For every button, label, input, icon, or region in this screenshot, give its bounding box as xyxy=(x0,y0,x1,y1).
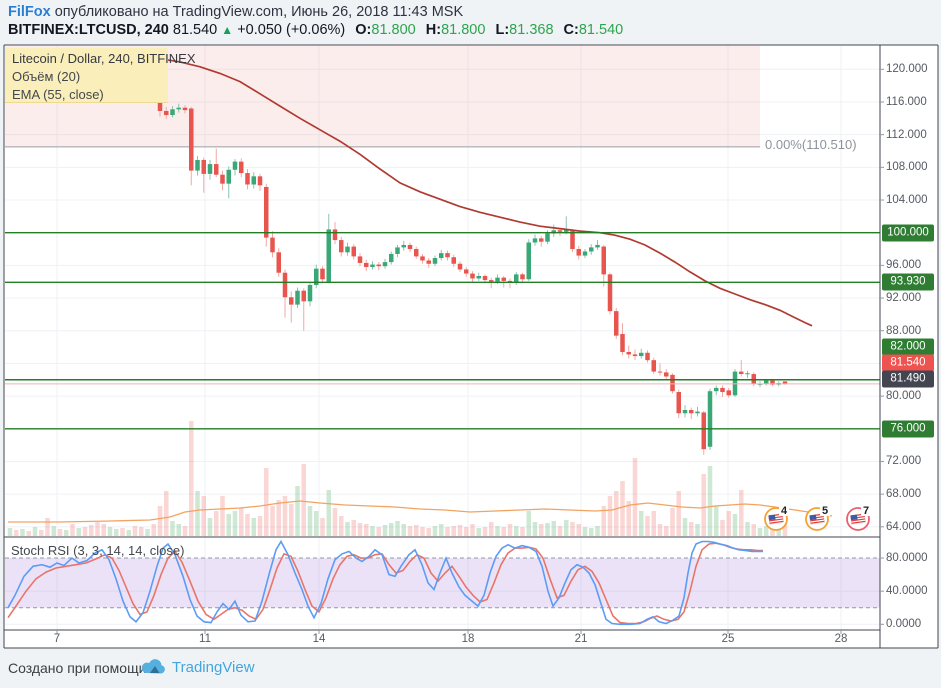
price-tick-label: 68.000 xyxy=(886,488,922,501)
price-tick-label: 92.000 xyxy=(886,292,922,305)
time-tick-label: 28 xyxy=(834,633,848,645)
high-value: 81.800 xyxy=(441,22,486,38)
low-value: 81.368 xyxy=(509,22,554,38)
publish-line: FilFox опубликовано на TradingView.com, … xyxy=(8,4,463,20)
idea-flag-marker[interactable]: 7 xyxy=(846,505,871,531)
svg-text:7: 7 xyxy=(863,505,869,517)
price-tick-label: 116.000 xyxy=(886,95,927,108)
open-label: O: xyxy=(355,22,372,38)
price-tick-label: 80.000 xyxy=(886,390,922,403)
price-badge-100.000: 100.000 xyxy=(882,224,934,242)
price-badge-82.000: 82.000 xyxy=(882,338,934,356)
up-arrow-icon: ▲ xyxy=(221,23,234,37)
price-badge-76.000: 76.000 xyxy=(882,420,934,438)
ema-line xyxy=(13,57,813,327)
price-tick-label: 104.000 xyxy=(886,194,928,207)
price-tick-label: 72.000 xyxy=(886,455,922,468)
author-link[interactable]: FilFox xyxy=(8,4,51,20)
stoch-rsi-label[interactable]: Stoch RSI (3, 3, 14, 14, close) xyxy=(11,543,185,558)
open-value: 81.800 xyxy=(371,22,416,38)
legend-ema-study[interactable]: EMA (55, close) xyxy=(12,87,104,102)
legend-title[interactable]: Litecoin / Dollar, 240, BITFINEX xyxy=(12,51,196,66)
footer: Создано при помощи TradingView xyxy=(0,649,941,688)
price-tick-label: 112.000 xyxy=(886,128,927,141)
price-tick-label: 120.000 xyxy=(886,63,928,76)
legend-highlight xyxy=(5,48,168,103)
tradingview-brand-link[interactable]: TradingView xyxy=(172,659,255,676)
time-tick-label: 18 xyxy=(461,633,475,645)
low-label: L: xyxy=(495,22,510,38)
stoch-band xyxy=(5,557,880,609)
price-tick-label: 96.000 xyxy=(886,259,922,272)
close-value: 81.540 xyxy=(578,22,624,38)
price-change: +0.050 (+0.06%) xyxy=(237,22,346,38)
symbol-label: BITFINEX:LTCUSD, 240 xyxy=(8,22,169,38)
symbol-line: BITFINEX:LTCUSD, 240 81.540 ▲ +0.050 (+0… xyxy=(8,22,623,38)
stoch-tick-label: 80.0000 xyxy=(886,552,928,565)
price-badge-93.930: 93.930 xyxy=(882,273,934,291)
time-tick-label: 14 xyxy=(312,633,326,645)
time-tick-label: 21 xyxy=(574,633,588,645)
time-tick-label: 7 xyxy=(53,633,61,645)
legend-volume-study[interactable]: Объём (20) xyxy=(12,69,81,84)
price-badge-81.490: 81.490 xyxy=(882,370,934,388)
high-label: H: xyxy=(425,22,442,38)
idea-flag-marker[interactable]: 5 xyxy=(805,505,830,531)
svg-text:5: 5 xyxy=(822,505,828,517)
close-label: C: xyxy=(563,22,579,38)
stoch-lines xyxy=(7,539,763,626)
stoch-tick-label: 0.0000 xyxy=(886,618,922,631)
fib-level-label: 0.00%(110.510) xyxy=(765,137,857,152)
price-tick-label: 64.000 xyxy=(886,520,922,533)
last-price: 81.540 xyxy=(172,22,218,38)
idea-flag-marker[interactable]: 4 xyxy=(764,505,789,531)
stoch-tick-label: 40.0000 xyxy=(886,585,928,598)
publish-text: опубликовано на TradingView.com, Июнь 26… xyxy=(50,4,464,20)
time-tick-label: 11 xyxy=(199,633,211,645)
price-badge-81.540: 81.540 xyxy=(882,354,934,372)
price-tick-label: 108.000 xyxy=(886,161,928,174)
time-tick-label: 25 xyxy=(721,633,735,645)
volume-bars xyxy=(7,421,833,536)
svg-text:4: 4 xyxy=(781,505,788,517)
price-tick-label: 88.000 xyxy=(886,324,922,337)
footer-created-text: Создано при помощи xyxy=(8,660,147,676)
